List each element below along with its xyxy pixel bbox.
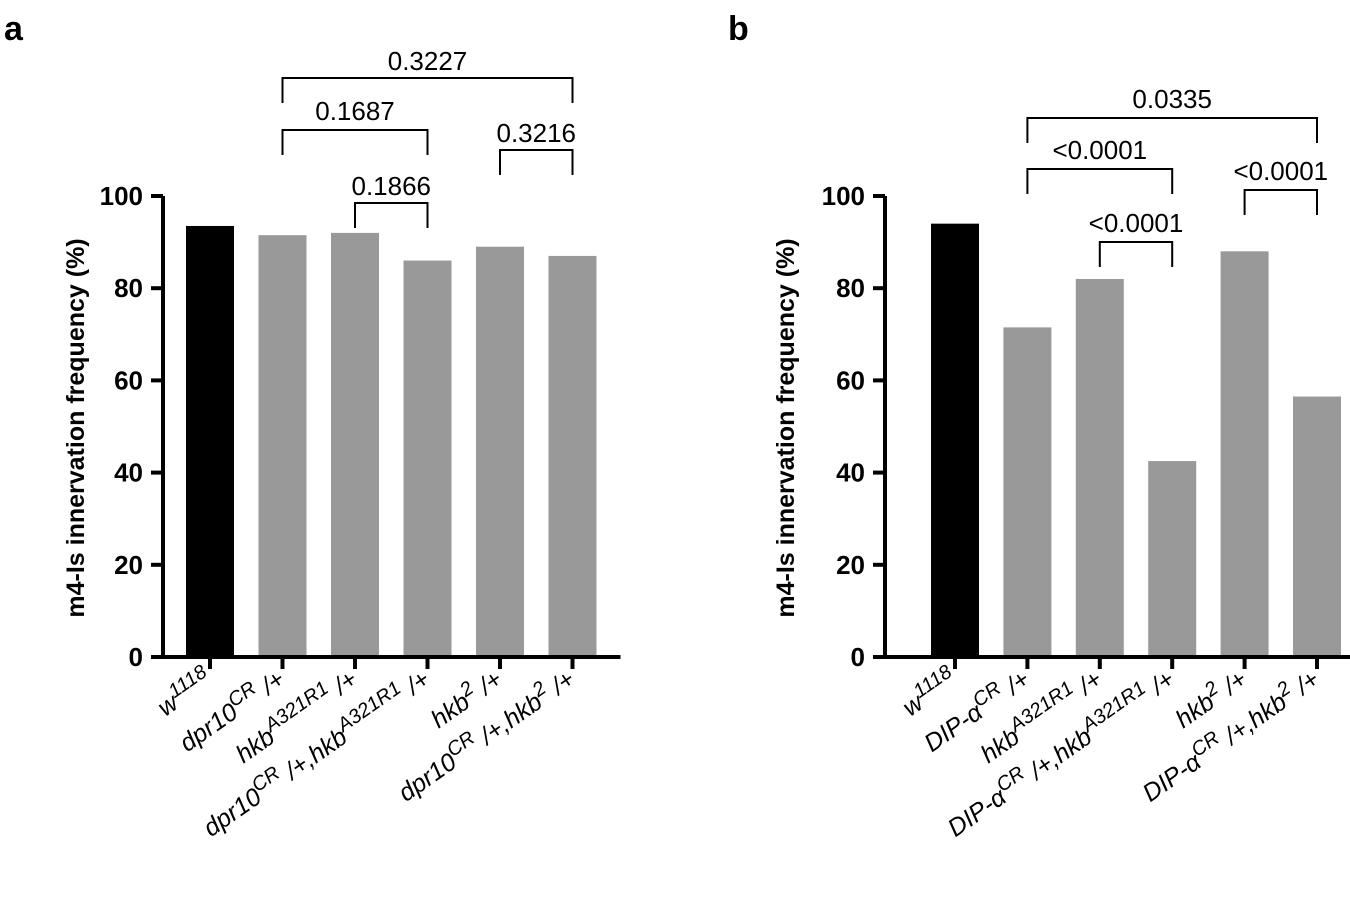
panel-a-ylabel: m4-Is innervation frequency (%) — [62, 238, 90, 617]
panel-a: a m4-Is innervation frequency (%) 0 20 40 6… — [4, 10, 621, 842]
bar-4 — [403, 260, 452, 657]
comparison-bracket — [281, 77, 574, 103]
p-value-label: 0.1866 — [351, 171, 431, 201]
y-tick-label: 60 — [114, 365, 143, 395]
panel-a-letter: a — [4, 10, 24, 48]
y-tick-label: 60 — [836, 365, 865, 395]
bar-6 — [548, 255, 597, 657]
p-value-label: <0.0001 — [1089, 208, 1184, 238]
p-value-label: 0.3216 — [496, 118, 576, 148]
panel-b: b m4-Is innervation frequency (%) 0 20 40 6… — [728, 10, 1350, 843]
bar-2 — [1003, 327, 1052, 657]
comparison-bracket — [1098, 241, 1174, 267]
p-value-label: <0.0001 — [1233, 156, 1328, 186]
comparison-bracket — [354, 202, 429, 228]
p-value-label: 0.3227 — [388, 46, 468, 76]
bar-4 — [1148, 461, 1197, 657]
bar-3 — [331, 232, 379, 657]
bar-1 — [186, 225, 234, 657]
y-tick-label: 0 — [851, 642, 865, 672]
bar-5 — [476, 246, 524, 657]
p-value-label: 0.1687 — [315, 96, 395, 126]
y-tick-label: 0 — [129, 642, 143, 672]
y-tick-label: 20 — [836, 550, 865, 580]
bar-5 — [1220, 251, 1269, 657]
p-value-label: 0.0335 — [1132, 84, 1212, 114]
bar-3 — [1075, 278, 1124, 657]
y-tick-label: 40 — [114, 458, 143, 488]
y-tick-label: 80 — [114, 273, 143, 303]
comparison-bracket — [499, 149, 574, 175]
panel-b-letter: b — [728, 10, 749, 48]
panel-b-ylabel: m4-Is innervation frequency (%) — [772, 238, 800, 617]
y-tick-label: 80 — [836, 273, 865, 303]
bar-1 — [931, 223, 979, 657]
p-value-label: <0.0001 — [1052, 135, 1147, 165]
comparison-bracket — [1026, 117, 1318, 143]
y-tick-label: 40 — [836, 458, 865, 488]
bar-2 — [258, 235, 307, 657]
y-tick-label: 20 — [114, 550, 143, 580]
y-tick-label: 100 — [100, 181, 143, 211]
comparison-bracket — [1243, 189, 1318, 215]
comparison-bracket — [1026, 168, 1174, 194]
comparison-bracket — [281, 129, 429, 155]
bar-6 — [1293, 396, 1341, 657]
y-tick-label: 100 — [822, 181, 865, 211]
